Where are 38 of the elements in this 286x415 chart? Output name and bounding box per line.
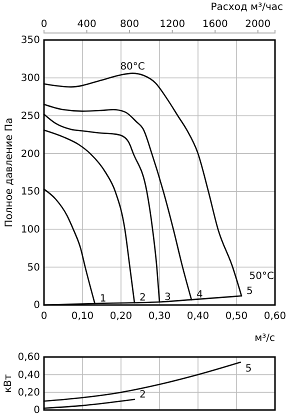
y-axis-title: Полное давление Па [4,118,15,228]
x-tick-label: 0,10 [71,311,94,322]
series-label: 5 [246,286,253,297]
y-tick-label: 200 [20,148,40,160]
y-tick-label: 0 [34,405,40,415]
x2-axis-title: Расход м³/час [210,2,283,13]
y-tick-label: 0 [34,300,40,312]
y-tick-label: 300 [20,73,40,84]
y-tick-label: 0,20 [18,388,40,399]
x2-tick-label: 800 [120,19,140,30]
x2-tick-label: 400 [77,19,96,30]
series-label: 4 [196,290,203,301]
y-tick-label: 100 [20,224,40,236]
x-tick-label: 0,20 [110,311,132,322]
y-tick-label: 0,40 [18,370,40,381]
x-tick-label: 0 [40,311,48,322]
x2-tick-label: 0 [40,19,48,30]
y-tick-label: 350 [20,35,40,46]
series-label: 1 [100,293,106,304]
x-axis-title: м³/с [254,333,275,344]
x2-tick-label: 1200 [160,19,186,30]
y-tick-label: 250 [20,110,40,122]
y-tick-label: 150 [20,186,40,198]
series-label: 2 [139,292,146,304]
annotation: 50°C [249,271,274,282]
x-tick-label: 0,50 [225,311,248,322]
x-tick-label: 0,60 [264,311,286,322]
x2-tick-label: 1600 [202,19,228,30]
y-axis-title: кВт [3,374,14,393]
x-tick-label: 0,30 [148,311,171,322]
x-tick-label: 0,40 [186,311,210,322]
y-tick-label: 0,60 [18,352,40,364]
x2-tick-label: 2000 [245,19,271,30]
series-label: 2 [139,389,146,400]
y-tick-label: 50 [27,262,40,274]
series-label: 3 [164,292,171,303]
series-label: 5 [245,363,252,374]
annotation: 80°C [120,61,145,72]
